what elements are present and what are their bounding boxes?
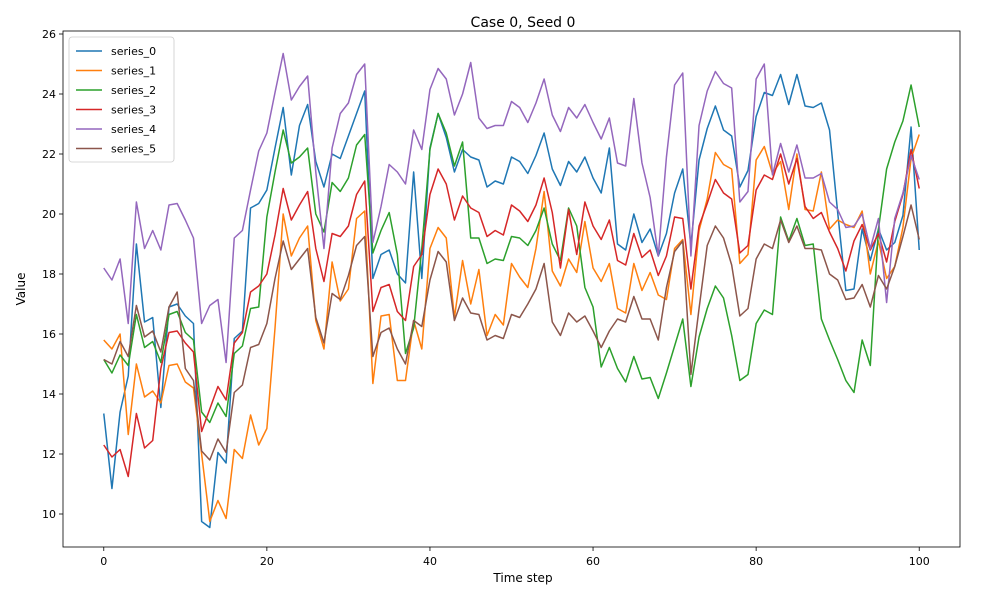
series-line-2 [103,84,920,424]
y-tick-label: 22 [42,148,56,161]
y-tick-label: 16 [42,328,56,341]
y-tick-label: 20 [42,208,56,221]
x-tick-label: 40 [423,555,437,568]
y-tick-label: 10 [42,508,56,521]
series-line-4 [103,52,920,364]
plot-frame [62,30,961,548]
legend-label: series_1 [111,65,156,78]
series-line-0 [103,73,920,529]
y-tick-label: 18 [42,268,56,281]
legend-label: series_5 [111,143,156,156]
legend-label: series_0 [111,45,156,58]
legend-label: series_4 [111,123,156,136]
series-line-5 [103,204,920,461]
series-line-1 [103,134,920,523]
chart-title: Case 0, Seed 0 [471,15,576,31]
legend-label: series_2 [111,84,156,97]
x-tick-label: 60 [586,555,600,568]
y-axis: 10 12 14 16 18 20 22 24 26 [42,28,63,521]
legend-label: series_3 [111,104,156,117]
y-axis-label: Value [14,273,28,306]
legend: series_0 series_1 series_2 series_3 series_4… [68,36,175,163]
x-tick-label: 80 [749,555,763,568]
y-tick-label: 14 [42,388,56,401]
series-layer [103,52,920,529]
series-line-3 [103,148,920,478]
y-tick-label: 24 [42,88,56,101]
y-tick-label: 12 [42,448,56,461]
legend-box [68,36,175,163]
x-tick-label: 0 [100,555,107,568]
x-tick-label: 20 [260,555,274,568]
x-axis: 0 20 40 60 80 100 [100,547,930,568]
x-axis-label: Time step [492,571,552,585]
x-tick-label: 100 [909,555,930,568]
y-tick-label: 26 [42,28,56,41]
